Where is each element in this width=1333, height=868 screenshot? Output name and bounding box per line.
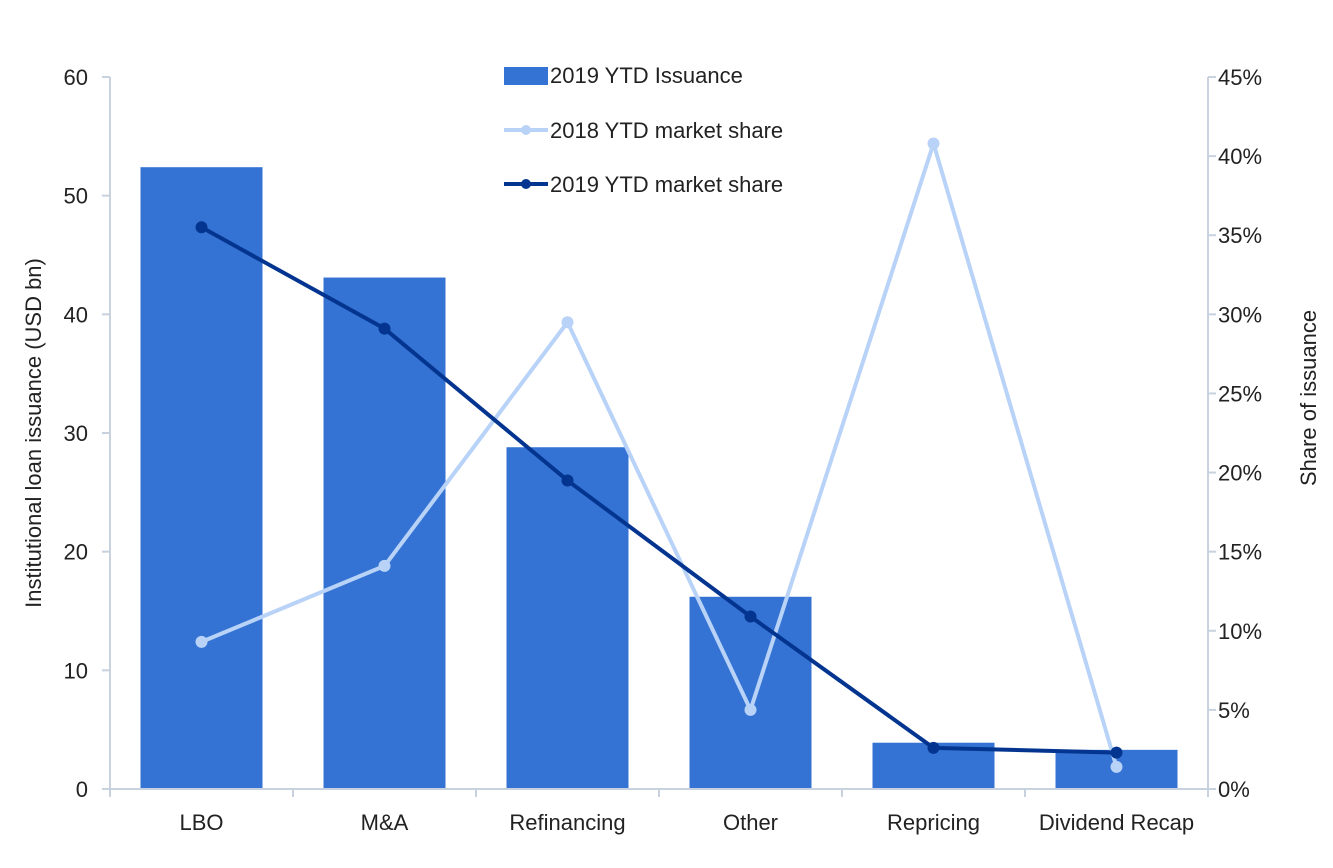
ticks-layer: 0 10 20 30 40 50 60 0% 5% 10% 15% 20% 25% 30% 35% 40% 45… xyxy=(64,65,1263,835)
y2-tick-label: 0% xyxy=(1218,777,1250,802)
x-tick-label-refinancing: Refinancing xyxy=(509,810,625,835)
y2-tick-label: 5% xyxy=(1218,698,1250,723)
legend-marker-2018-share xyxy=(521,125,531,135)
bar-lbo xyxy=(140,167,263,790)
point-2018-ytd-market-share-lbo xyxy=(195,635,208,648)
y-tick-label: 20 xyxy=(64,540,88,565)
point-2019-ytd-market-share-dividend-recap xyxy=(1110,746,1123,759)
point-2019-ytd-market-share-other xyxy=(744,610,757,623)
y2-tick-label: 10% xyxy=(1218,619,1262,644)
bar-refinancing xyxy=(506,447,629,789)
y2-axis-title: Share of issuance xyxy=(1296,310,1321,486)
point-2018-ytd-market-share-m-a xyxy=(378,559,391,572)
x-tick-label-repricing: Repricing xyxy=(887,810,980,835)
point-2018-ytd-market-share-refinancing xyxy=(561,316,574,329)
legend-label-2018-share: 2018 YTD market share xyxy=(550,118,783,143)
y2-tick-label: 25% xyxy=(1218,381,1262,406)
y-tick-label: 40 xyxy=(64,302,88,327)
line-2019-ytd-market-share xyxy=(200,225,1117,755)
point-2018-ytd-market-share-other xyxy=(744,703,757,716)
y-tick-label: 30 xyxy=(64,421,88,446)
legend-swatch-issuance xyxy=(504,67,548,85)
point-2018-ytd-market-share-dividend-recap xyxy=(1110,760,1123,773)
line-2018-ytd-market-share xyxy=(200,141,1119,768)
labels-layer: Institutional loan issuance (USD bn) Sha… xyxy=(21,258,1321,608)
y2-tick-label: 35% xyxy=(1218,223,1262,248)
point-2019-ytd-market-share-repricing xyxy=(927,741,940,754)
y-tick-label: 60 xyxy=(64,65,88,90)
x-tick-label-dividend-recap: Dividend Recap xyxy=(1039,810,1194,835)
y-tick-label: 10 xyxy=(64,658,88,683)
y2-tick-label: 45% xyxy=(1218,65,1262,90)
bars-layer xyxy=(140,167,1178,790)
x-tick-label-lbo: LBO xyxy=(179,810,223,835)
y-tick-label: 0 xyxy=(76,777,88,802)
y2-tick-label: 40% xyxy=(1218,144,1262,169)
x-tick-label-m-a: M&A xyxy=(361,810,409,835)
bar-m-a xyxy=(323,277,446,789)
lines-layer xyxy=(195,137,1123,773)
y-tick-label: 50 xyxy=(64,184,88,209)
y2-tick-label: 15% xyxy=(1218,540,1262,565)
point-2019-ytd-market-share-m-a xyxy=(378,322,391,335)
x-tick-label-other: Other xyxy=(723,810,778,835)
y-axis-title: Institutional loan issuance (USD bn) xyxy=(21,258,46,608)
point-2018-ytd-market-share-repricing xyxy=(927,137,940,150)
legend-marker-2019-share xyxy=(521,179,531,189)
point-2019-ytd-market-share-lbo xyxy=(195,221,208,234)
legend-label-issuance: 2019 YTD Issuance xyxy=(550,63,743,88)
y2-tick-label: 20% xyxy=(1218,461,1262,486)
y2-tick-label: 30% xyxy=(1218,302,1262,327)
bar-other xyxy=(689,596,812,789)
legend-label-2019-share: 2019 YTD market share xyxy=(550,172,783,197)
legend: 2019 YTD Issuance 2018 YTD market share … xyxy=(504,63,783,197)
point-2019-ytd-market-share-refinancing xyxy=(561,474,574,487)
